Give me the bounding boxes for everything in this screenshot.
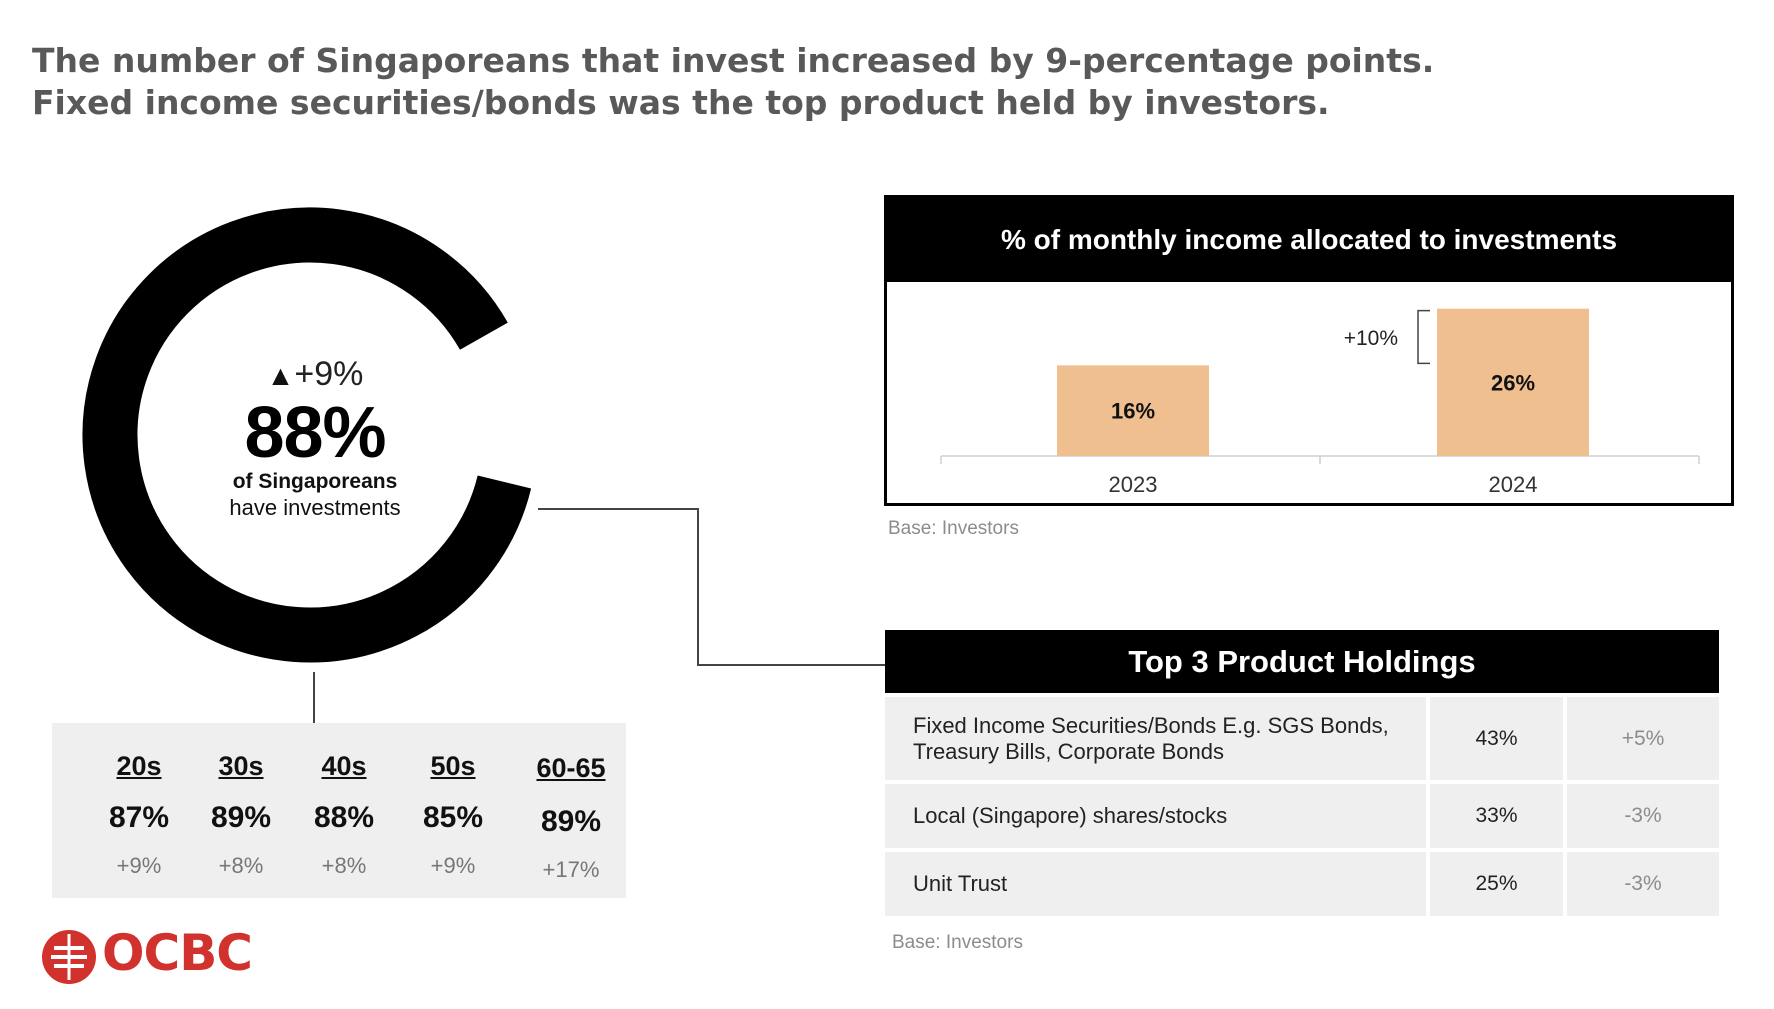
donut-arc: [82, 207, 532, 663]
holding-value: 25%: [1430, 852, 1563, 916]
headline-line-1: The number of Singaporeans that invest i…: [32, 41, 1435, 80]
ocbc-sail-icon: [42, 930, 96, 984]
table-base-note: Base: Investors: [892, 932, 1023, 953]
table-row: Fixed Income Securities/Bonds E.g. SGS B…: [885, 697, 1719, 780]
holding-name: Unit Trust: [885, 852, 1426, 916]
age-delta: +17%: [542, 857, 600, 882]
age-delta: +8%: [321, 853, 367, 878]
connector-line: [538, 508, 698, 510]
x-tick-label: 2023: [1109, 472, 1158, 497]
connector-line: [697, 664, 885, 666]
chart-base-note: Base: Investors: [888, 518, 1019, 539]
chart-title: % of monthly income allocated to investm…: [887, 198, 1731, 282]
age-value: 89%: [210, 801, 272, 834]
age-group-30s: 30s 89% +8%: [186, 751, 296, 878]
page-title: The number of Singaporeans that invest i…: [32, 40, 1532, 124]
age-value: 89%: [540, 805, 602, 838]
age-group-60-65: 60-65 89% +17%: [516, 753, 626, 882]
bar-value-label: 16%: [1111, 399, 1155, 424]
bar-2023: [1057, 365, 1209, 456]
holding-value: 33%: [1430, 784, 1563, 848]
donut-caption-2: have investments: [229, 495, 401, 520]
income-allocation-chart: % of monthly income allocated to investm…: [884, 195, 1734, 506]
logo-text: OCBC: [102, 924, 253, 982]
bar-chart-svg: 16% 2023 26% 2024 +10%: [940, 308, 1700, 497]
age-label: 20s: [116, 751, 162, 781]
up-triangle-icon: ▲: [266, 360, 295, 391]
holding-value: 43%: [1430, 697, 1563, 780]
holding-change: -3%: [1567, 784, 1719, 848]
age-delta: +9%: [116, 853, 162, 878]
top-holdings-table: Top 3 Product Holdings Fixed Income Secu…: [885, 630, 1719, 916]
age-value: 87%: [108, 801, 170, 834]
holding-change: +5%: [1567, 697, 1719, 780]
change-annotation: +10%: [1344, 327, 1398, 350]
donut-delta-value: +9%: [294, 355, 364, 393]
age-label: 40s: [321, 751, 367, 781]
age-group-50s: 50s 85% +9%: [398, 751, 508, 878]
age-delta: +8%: [218, 853, 264, 878]
table-title: Top 3 Product Holdings: [885, 630, 1719, 693]
age-delta: +9%: [430, 853, 476, 878]
headline-line-2: Fixed income securities/bonds was the to…: [32, 83, 1330, 122]
age-label: 60-65: [536, 753, 606, 783]
donut-value: 88%: [244, 393, 386, 473]
bar-value-label: 26%: [1491, 370, 1535, 395]
ocbc-logo: OCBC: [40, 924, 253, 991]
holding-change: -3%: [1567, 852, 1719, 916]
table-row: Unit Trust 25% -3%: [885, 852, 1719, 916]
connector-line: [697, 508, 699, 666]
connector-line: [313, 672, 315, 723]
age-group-20s: 20s 87% +9%: [84, 751, 194, 878]
age-label: 30s: [218, 751, 264, 781]
age-breakdown-panel: 20s 87% +9% 30s 89% +8% 40s 88% +8% 50s …: [52, 723, 626, 898]
bar-2024: [1437, 308, 1589, 456]
bracket-icon: [1417, 309, 1430, 365]
donut-chart: [82, 207, 532, 663]
age-group-40s: 40s 88% +8%: [289, 751, 399, 878]
x-tick-label: 2024: [1489, 472, 1538, 497]
holding-name: Local (Singapore) shares/stocks: [885, 784, 1426, 848]
age-value: 85%: [422, 801, 484, 834]
age-label: 50s: [430, 751, 476, 781]
table-row: Local (Singapore) shares/stocks 33% -3%: [885, 784, 1719, 848]
age-value: 88%: [313, 801, 375, 834]
donut-delta: ▲+9%: [180, 355, 450, 394]
holding-name: Fixed Income Securities/Bonds E.g. SGS B…: [885, 697, 1426, 780]
donut-caption-1: of Singaporeans: [232, 470, 398, 493]
